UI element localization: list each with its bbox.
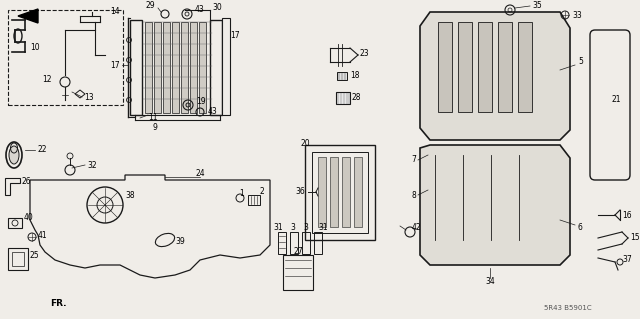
Polygon shape xyxy=(18,9,38,23)
Bar xyxy=(190,22,197,113)
Bar xyxy=(199,22,206,113)
Text: 6: 6 xyxy=(578,224,583,233)
Text: 27: 27 xyxy=(293,248,303,256)
Text: 28: 28 xyxy=(352,93,362,101)
Text: 17: 17 xyxy=(110,61,120,70)
Bar xyxy=(163,22,170,113)
Text: 19: 19 xyxy=(196,98,205,107)
Bar xyxy=(8,10,123,105)
Text: 15: 15 xyxy=(630,234,639,242)
Text: 8: 8 xyxy=(412,190,416,199)
Text: 3: 3 xyxy=(303,224,308,233)
Bar xyxy=(248,195,260,205)
Text: 23: 23 xyxy=(360,48,370,57)
Polygon shape xyxy=(420,145,570,265)
Text: 17: 17 xyxy=(230,31,239,40)
Text: 38: 38 xyxy=(125,190,134,199)
Text: 36: 36 xyxy=(295,188,305,197)
Bar xyxy=(354,157,362,227)
Bar xyxy=(330,157,338,227)
Text: 31: 31 xyxy=(318,224,328,233)
Text: 35: 35 xyxy=(532,1,541,10)
Text: 2: 2 xyxy=(260,188,264,197)
Bar xyxy=(8,248,28,270)
Text: 39: 39 xyxy=(175,238,185,247)
Text: 41: 41 xyxy=(38,231,47,240)
Text: 11: 11 xyxy=(148,114,157,122)
Bar xyxy=(458,22,472,112)
Text: 9: 9 xyxy=(152,123,157,132)
Text: 7: 7 xyxy=(411,155,416,165)
Text: 43: 43 xyxy=(208,108,218,116)
Bar xyxy=(8,218,22,228)
Text: 14: 14 xyxy=(110,8,120,17)
Bar xyxy=(222,18,230,115)
Bar xyxy=(314,232,322,254)
Text: 16: 16 xyxy=(622,211,632,219)
Bar xyxy=(342,157,350,227)
Text: 22: 22 xyxy=(38,145,47,154)
Text: 1: 1 xyxy=(239,189,244,197)
Text: 29: 29 xyxy=(145,2,155,11)
Bar xyxy=(518,22,532,112)
Text: 24: 24 xyxy=(195,168,205,177)
Bar xyxy=(478,22,492,112)
Text: 25: 25 xyxy=(30,250,40,259)
Bar xyxy=(283,255,313,290)
Bar xyxy=(181,22,188,113)
Bar xyxy=(278,232,286,254)
Text: 31: 31 xyxy=(273,224,283,233)
Bar xyxy=(305,145,375,240)
Text: 32: 32 xyxy=(87,160,97,169)
Text: FR.: FR. xyxy=(50,299,67,308)
Bar xyxy=(172,22,179,113)
Bar xyxy=(318,157,326,227)
Bar xyxy=(154,22,161,113)
Bar xyxy=(130,20,142,115)
Bar xyxy=(438,22,452,112)
Text: 10: 10 xyxy=(30,43,40,53)
Text: 26: 26 xyxy=(22,177,31,187)
Bar xyxy=(337,72,347,80)
Text: 30: 30 xyxy=(212,4,221,12)
Bar xyxy=(210,20,222,115)
Text: 33: 33 xyxy=(572,11,582,19)
Text: 42: 42 xyxy=(412,224,422,233)
Bar xyxy=(302,232,310,254)
Text: 3: 3 xyxy=(290,224,295,233)
Text: 21: 21 xyxy=(612,95,621,105)
Bar xyxy=(312,152,368,233)
Text: 37: 37 xyxy=(622,256,632,264)
Text: 13: 13 xyxy=(84,93,93,101)
Bar xyxy=(12,252,24,266)
Text: 34: 34 xyxy=(485,278,495,286)
Text: 20: 20 xyxy=(300,138,310,147)
Bar xyxy=(145,22,152,113)
Ellipse shape xyxy=(9,146,19,164)
Bar xyxy=(336,92,350,104)
Text: 40: 40 xyxy=(24,213,34,222)
Text: 43: 43 xyxy=(195,5,205,14)
Text: 12: 12 xyxy=(42,76,52,85)
Bar xyxy=(290,232,298,254)
Polygon shape xyxy=(420,12,570,140)
Text: 5: 5 xyxy=(578,57,583,66)
Text: 5R43 B5901C: 5R43 B5901C xyxy=(544,305,592,311)
Text: 18: 18 xyxy=(350,70,360,79)
Bar xyxy=(498,22,512,112)
